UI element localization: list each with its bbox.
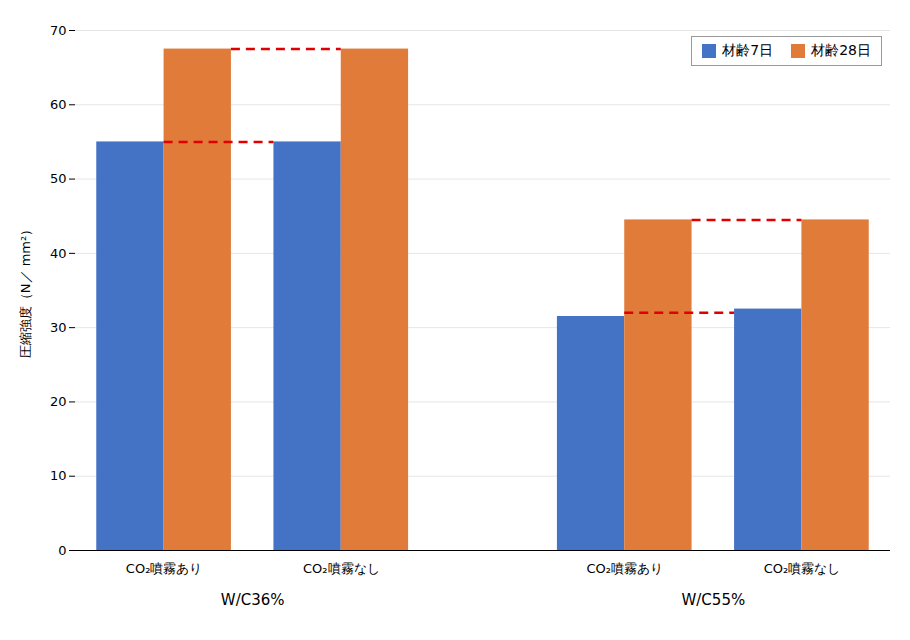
svg-text:70: 70: [50, 23, 67, 38]
svg-text:30: 30: [50, 320, 67, 335]
svg-text:CO₂噴霧あり: CO₂噴霧あり: [126, 561, 203, 576]
svg-text:圧縮強度（N／ mm²）: 圧縮強度（N／ mm²）: [18, 223, 33, 358]
svg-text:W/C55%: W/C55%: [681, 591, 745, 609]
svg-text:50: 50: [50, 171, 67, 186]
svg-text:10: 10: [50, 468, 67, 483]
svg-text:20: 20: [50, 394, 67, 409]
svg-text:40: 40: [50, 246, 67, 261]
html-text:材齢7日: 材齢7日: [722, 42, 774, 58]
svg-text:W/C36%: W/C36%: [221, 591, 285, 609]
svg-text:0: 0: [58, 543, 66, 558]
svg-text:60: 60: [50, 97, 67, 112]
svg-text:CO₂噴霧なし: CO₂噴霧なし: [764, 561, 841, 576]
html-text:材齢28日: 材齢28日: [811, 42, 871, 58]
svg-text:CO₂噴霧なし: CO₂噴霧なし: [303, 561, 380, 576]
svg-text:CO₂噴霧あり: CO₂噴霧あり: [586, 561, 663, 576]
